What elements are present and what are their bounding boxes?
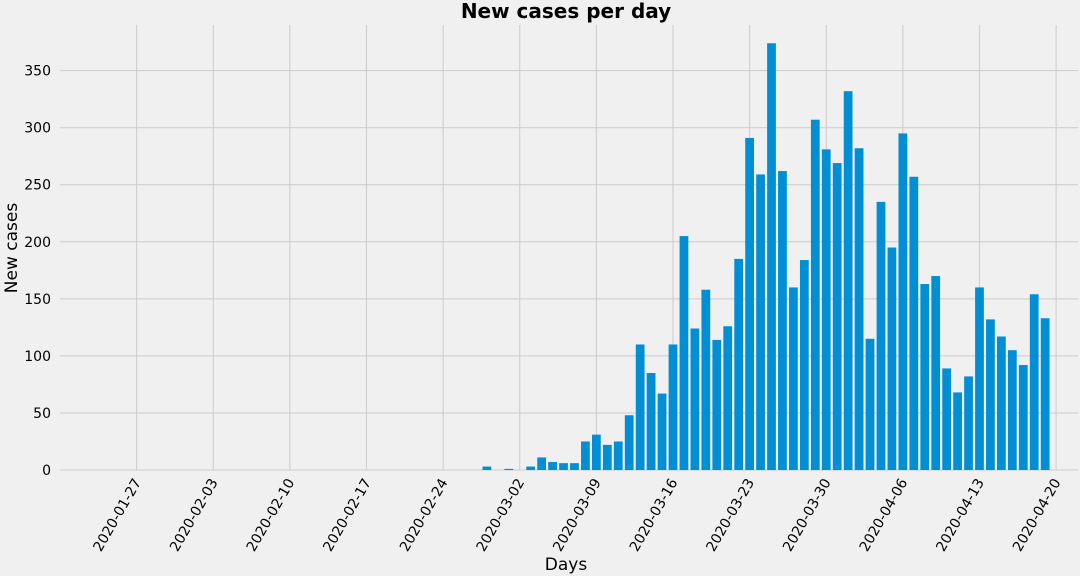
bar	[526, 466, 536, 470]
bar	[624, 415, 634, 470]
bar	[635, 344, 645, 470]
bar	[570, 463, 579, 470]
bar	[679, 236, 689, 470]
x-tick-label: 2020-02-03	[167, 476, 222, 554]
bar	[756, 174, 765, 470]
y-tick-label: 150	[24, 292, 51, 308]
x-tick-label: 2020-02-10	[244, 476, 299, 554]
bar	[810, 119, 820, 470]
bar	[843, 91, 853, 470]
x-axis-label: Days	[545, 555, 588, 575]
x-tick-labels: 2020-01-27 2020-02-03 2020-02-10 2020-02-17…	[91, 476, 1065, 555]
bar	[613, 441, 623, 470]
bar	[559, 463, 568, 470]
x-tick-label: 2020-03-09	[550, 476, 605, 554]
bar	[482, 466, 492, 470]
bar	[821, 149, 831, 470]
bar-series	[482, 43, 1050, 471]
x-tick-label: 2020-04-13	[933, 476, 988, 554]
bar	[975, 287, 984, 470]
bar	[1007, 350, 1017, 470]
bar	[745, 137, 754, 470]
bar	[931, 276, 941, 470]
y-tick-label: 0	[42, 463, 51, 479]
bar	[668, 344, 678, 470]
y-tick-label: 300	[24, 121, 51, 137]
bar	[898, 133, 908, 470]
bar	[865, 338, 875, 470]
x-tick-label: 2020-03-02	[474, 476, 529, 554]
bar	[646, 373, 656, 470]
bar	[1029, 294, 1039, 470]
bar	[690, 328, 700, 470]
y-tick-label: 200	[24, 235, 51, 251]
bar	[712, 339, 722, 470]
bar	[887, 247, 897, 470]
y-axis-label: New cases	[2, 203, 22, 294]
bar	[1040, 318, 1050, 470]
y-tick-label: 250	[24, 178, 51, 194]
bar	[920, 284, 930, 470]
y-tick-label: 350	[24, 64, 51, 80]
x-tick-label: 2020-03-23	[704, 476, 759, 554]
bar	[964, 376, 973, 470]
bar	[854, 148, 864, 470]
bar	[734, 258, 744, 470]
bar	[548, 462, 557, 470]
bar	[1018, 365, 1028, 470]
bar	[723, 326, 733, 470]
bar	[996, 336, 1006, 470]
x-tick-label: 2020-04-06	[857, 476, 912, 555]
y-tick-label: 50	[33, 406, 51, 422]
bar	[657, 393, 667, 470]
y-gridlines	[60, 70, 1078, 471]
x-tick-label: 2020-02-17	[320, 476, 375, 554]
x-tick-label: 2020-03-30	[780, 476, 835, 554]
bar	[953, 392, 962, 470]
bar	[909, 176, 919, 470]
x-tick-label: 2020-02-24	[397, 476, 452, 555]
bar	[799, 260, 809, 470]
bar	[876, 201, 886, 470]
bar	[942, 368, 952, 470]
bar	[537, 457, 547, 470]
bar	[778, 171, 787, 471]
y-tick-label: 100	[24, 349, 51, 365]
bar	[504, 468, 514, 470]
chart-title: New cases per day	[461, 0, 671, 23]
bar	[591, 434, 601, 470]
bar	[701, 289, 711, 470]
bar	[832, 163, 842, 471]
x-tick-label: 2020-04-20	[1010, 476, 1065, 554]
bar	[602, 444, 612, 470]
bar	[581, 441, 590, 470]
x-tick-label: 2020-03-16	[627, 476, 682, 555]
bar	[767, 43, 776, 470]
x-tick-label: 2020-01-27	[91, 476, 146, 554]
bar	[986, 319, 995, 470]
bar	[789, 287, 798, 470]
y-tick-labels: 0 50 100 150 200 250 300 350	[24, 64, 51, 479]
